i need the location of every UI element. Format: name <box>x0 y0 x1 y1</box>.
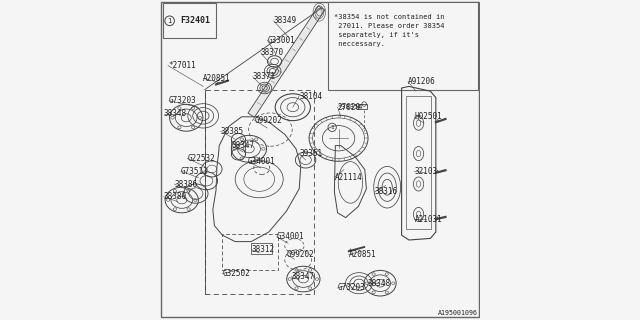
Text: 38104: 38104 <box>300 92 323 100</box>
Text: G73203: G73203 <box>338 284 365 292</box>
Text: A21114: A21114 <box>334 173 362 182</box>
Text: 38347: 38347 <box>291 272 314 281</box>
Text: A195001096: A195001096 <box>438 310 477 316</box>
Bar <box>205 90 314 294</box>
Text: G34001: G34001 <box>248 157 276 166</box>
Text: A91206: A91206 <box>408 77 436 86</box>
Bar <box>358 104 367 109</box>
Text: 38349: 38349 <box>274 16 297 25</box>
Text: 32103: 32103 <box>415 167 438 176</box>
Text: 38316: 38316 <box>374 188 397 196</box>
Text: G22532: G22532 <box>187 154 215 163</box>
Text: 38348: 38348 <box>368 279 391 288</box>
Text: 38385: 38385 <box>221 127 244 136</box>
Text: *38354 is not contained in
 27011. Please order 38354
 separately, if it's
 necc: *38354 is not contained in 27011. Please… <box>334 14 444 47</box>
Text: A20851: A20851 <box>349 250 376 259</box>
Bar <box>328 2 479 90</box>
Text: 38348: 38348 <box>164 109 187 118</box>
Bar <box>223 234 278 270</box>
Text: H02501: H02501 <box>415 112 442 121</box>
Text: 38380: 38380 <box>164 192 187 201</box>
Bar <box>251 243 272 254</box>
Text: G34001: G34001 <box>277 232 305 241</box>
Text: F32401: F32401 <box>180 16 211 25</box>
Text: 38347: 38347 <box>232 141 255 150</box>
Text: G99202: G99202 <box>287 250 314 259</box>
Text: 38370: 38370 <box>261 48 284 57</box>
Polygon shape <box>248 6 325 117</box>
Text: 1: 1 <box>168 18 172 24</box>
Text: 38386: 38386 <box>174 180 198 188</box>
Text: A21031: A21031 <box>415 215 442 224</box>
Bar <box>406 96 431 229</box>
Text: *27011: *27011 <box>168 61 196 70</box>
Text: 1: 1 <box>330 125 334 130</box>
Text: G73203: G73203 <box>169 96 196 105</box>
Text: 39361: 39361 <box>300 149 323 158</box>
Text: G99202: G99202 <box>254 116 282 124</box>
Text: G32502: G32502 <box>223 269 250 278</box>
Bar <box>163 3 216 38</box>
Text: 38371: 38371 <box>253 72 276 81</box>
Text: G73513: G73513 <box>181 167 209 176</box>
Text: *38354: *38354 <box>338 104 363 110</box>
Text: 27020: 27020 <box>338 103 361 112</box>
Text: G33001: G33001 <box>268 36 295 44</box>
Text: 38312: 38312 <box>251 245 275 254</box>
Text: A20851: A20851 <box>204 74 231 83</box>
